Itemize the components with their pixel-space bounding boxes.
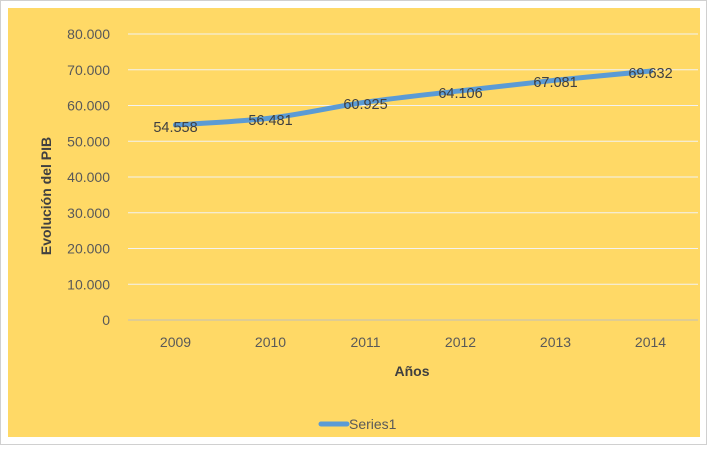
data-label: 56.481 [248,113,292,129]
data-point [268,115,273,121]
y-tick-label: 40.000 [67,169,110,185]
y-tick-label: 60.000 [67,98,110,114]
y-tick-label: 70.000 [67,62,110,78]
data-label: 64.106 [438,86,482,102]
y-tick-label: 20.000 [67,241,110,257]
legend: Series1 [318,416,397,432]
x-axis-title: Años [395,363,430,379]
data-labels: 54.558 56.481 60.925 64.106 67.081 69.632 [153,66,672,136]
data-point [553,77,558,83]
y-axis-tick-labels: 0 10.000 20.000 30.000 40.000 50.000 60.000 70.… [67,26,110,328]
data-label: 69.632 [628,66,672,82]
y-tick-label: 80.000 [67,26,110,42]
x-tick-label: 2010 [255,334,286,350]
data-point [458,88,463,94]
y-tick-label: 50.000 [67,133,110,149]
legend-series-label: Series1 [349,416,397,432]
data-label: 60.925 [343,97,387,113]
x-tick-label: 2013 [540,334,571,350]
x-tick-label: 2009 [160,334,191,350]
gridlines [128,33,698,321]
data-label: 54.558 [153,120,197,136]
y-tick-label: 30.000 [67,205,110,221]
chart-background [8,8,700,437]
data-label: 67.081 [533,75,577,91]
data-point [648,68,653,74]
x-tick-label: 2011 [350,334,380,350]
series-line [173,68,653,128]
y-tick-label: 10.000 [67,276,110,292]
y-tick-label: 0 [102,312,110,328]
data-point [363,99,368,105]
series-layer [173,68,653,128]
y-axis-title: Evolución del PIB [38,137,54,255]
x-axis-tick-labels: 2009 2010 2011 2012 2013 2014 [160,334,666,350]
x-tick-label: 2012 [445,334,476,350]
data-point [173,122,178,128]
x-tick-label: 2014 [635,334,666,350]
